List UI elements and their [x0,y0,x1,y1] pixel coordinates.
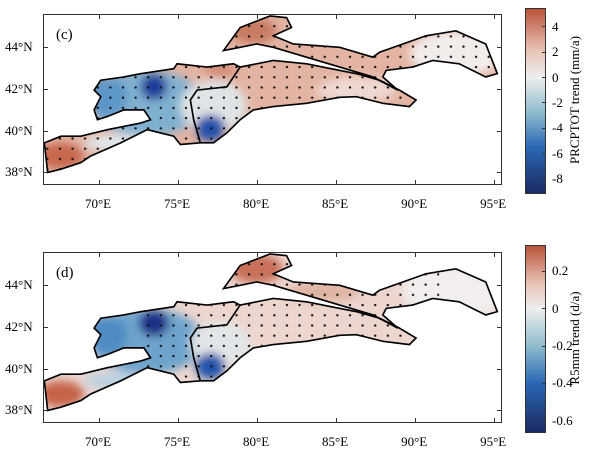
tick-mark [415,418,417,422]
colorbar-tick [542,51,546,53]
tick-mark [497,327,501,329]
lat-tick-label: 44°N [5,39,33,55]
colorbar-tick-label: -0.4 [552,375,573,391]
tick-mark [257,180,258,184]
tick-mark [497,89,501,91]
tick-mark [497,172,501,174]
map [44,15,499,174]
colorbar-tick-label: -4 [552,120,563,136]
tick-mark [44,130,48,132]
colorbar-tick-label: 0 [552,300,559,316]
colorbar-tick-label: 0.2 [552,263,569,279]
lat-tick-label: 38°N [5,402,33,418]
tick-mark [98,253,100,257]
lon-tick-label: 80°E [243,434,270,449]
trend-field [44,253,498,411]
colorbar-tick-label: -2 [552,94,563,110]
basin-boundary [44,253,499,412]
tick-mark [44,47,48,49]
colorbar-tick [542,77,546,79]
lat-tick-label: 44°N [5,277,33,293]
colorbar-tick-label: -8 [552,170,563,186]
colorbar-tick-label: -0.6 [552,412,573,428]
tick-mark [44,172,48,174]
tick-mark [257,418,258,422]
tick-mark [336,15,338,19]
map [44,253,499,412]
tick-mark [44,410,48,412]
tick-mark [336,180,338,184]
lon-tick-label: 70°E [84,434,112,449]
lat-tick-label: 40°N [5,360,33,376]
colorbar-tick [542,420,546,422]
lon-tick-label: 85°E [322,196,349,211]
colorbar-tick [542,102,546,104]
tick-mark [44,285,48,287]
lon-tick-label: 95°E [480,434,507,449]
tick-mark [257,15,258,19]
tick-mark [494,180,496,184]
colorbar-tick-label: -0.2 [552,338,573,353]
tick-mark [494,253,496,257]
tick-mark [44,89,48,91]
tick-mark [44,327,48,329]
tick-mark [497,130,501,132]
tick-mark [98,15,100,19]
tick-mark [336,418,338,422]
tick-mark [497,285,501,287]
tick-mark [177,180,179,184]
tick-mark [497,47,501,49]
lat-tick-label: 42°N [5,319,33,335]
colorbar-tick [542,26,546,28]
tick-mark [98,180,100,184]
tick-mark [415,253,417,257]
map-axes: (d) [43,252,502,423]
basin-boundary [44,15,499,174]
lon-tick-label: 90°E [401,434,428,449]
colorbar-tick [542,382,546,384]
tick-mark [494,15,496,19]
tick-mark [415,180,417,184]
colorbar-tick-label: -6 [552,145,563,161]
panel-c: (c) PRCPTOT trend (mm/a) 70°E 75°E 80°E 85°… [5,8,582,211]
lon-tick-label: 75°E [163,434,191,449]
panel-label: (c) [56,27,73,43]
colorbar [525,245,546,433]
tick-mark [98,418,100,422]
colorbar-tick [542,308,546,310]
lat-tick-label: 42°N [5,81,33,97]
lat-tick-label: 38°N [5,164,33,180]
colorbar-tick [542,270,546,272]
colorbar-tick [542,127,546,129]
tick-mark [177,418,179,422]
lon-tick-label: 85°E [322,434,349,449]
map-axes: (c) [43,14,502,185]
lon-tick-label: 80°E [243,196,270,211]
lat-tick-label: 40°N [5,122,33,138]
tick-mark [415,15,417,19]
colorbar-tick [542,153,546,154]
colorbar [525,8,546,194]
panel-label: (d) [56,265,74,281]
colorbar-tick-label: 2 [552,44,559,60]
tick-mark [177,253,179,257]
lon-tick-label: 90°E [401,196,428,211]
colorbar-tick [542,345,546,347]
lon-tick-label: 95°E [480,196,507,211]
lon-tick-label: 70°E [84,196,112,211]
colorbar-tick-label: 4 [552,18,559,34]
tick-mark [257,253,258,257]
tick-mark [497,368,501,370]
tick-mark [336,253,338,257]
tick-mark [177,15,179,19]
tick-mark [44,368,48,370]
colorbar-tick [542,178,546,180]
tick-mark [494,418,496,422]
colorbar-tick-label: 0 [552,69,559,85]
lon-tick-label: 75°E [163,196,191,211]
tick-mark [497,410,501,412]
